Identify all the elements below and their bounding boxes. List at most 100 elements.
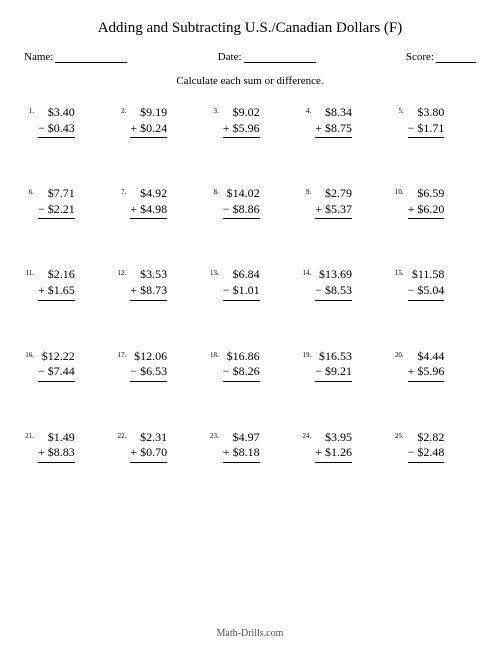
problem-column: $4.97+$8.18 [223, 430, 260, 463]
operand-bottom-row: −$0.43 [38, 121, 75, 139]
problem: 17.$12.06−$6.53 [116, 349, 198, 382]
problem-number: 18. [209, 349, 219, 359]
operand-top: $9.02 [223, 105, 260, 121]
operand-bottom-row: +$8.73 [130, 283, 167, 301]
operand-bottom: $1.65 [48, 283, 75, 299]
operand-bottom-row: +$6.20 [408, 202, 445, 220]
operator: − [408, 283, 415, 299]
problem-number: 8. [209, 186, 219, 196]
operator: − [315, 283, 322, 299]
problem-column: $14.02−$8.86 [223, 186, 260, 219]
operand-top: $12.22 [38, 349, 75, 365]
date-input-line[interactable] [244, 52, 316, 63]
operand-bottom-row: −$8.53 [315, 283, 352, 301]
score-field: Score: [406, 51, 476, 63]
problem: 3. $9.02+$5.96 [209, 105, 291, 138]
operator: − [315, 364, 322, 380]
operand-top: $13.69 [315, 267, 352, 283]
problem: 24.$3.95+$1.26 [301, 430, 383, 463]
operand-top: $2.16 [38, 267, 75, 283]
operand-bottom-row: −$2.21 [38, 202, 75, 220]
operand-bottom: $6.53 [140, 364, 167, 380]
operator: + [130, 445, 137, 461]
operand-bottom-row: +$4.98 [130, 202, 167, 220]
problem-number: 19. [301, 349, 311, 359]
operand-bottom-row: +$8.83 [38, 445, 75, 463]
problem-number: 11. [24, 267, 34, 277]
problem: 16.$12.22−$7.44 [24, 349, 106, 382]
problem-number: 20. [394, 349, 404, 359]
operand-bottom: $8.86 [233, 202, 260, 218]
problem: 5.$3.80−$1.71 [394, 105, 476, 138]
problem-column: $3.95+$1.26 [315, 430, 352, 463]
problem-column: $16.53−$9.21 [315, 349, 352, 382]
operand-top: $2.31 [130, 430, 167, 446]
problem-column: $4.44+$5.96 [408, 349, 445, 382]
problem-number: 9. [301, 186, 311, 196]
operand-bottom-row: +$5.96 [408, 364, 445, 382]
operand-bottom: $5.96 [417, 364, 444, 380]
operand-bottom-row: −$8.26 [223, 364, 260, 382]
problem-column: $8.34+$8.75 [315, 105, 352, 138]
problem-number: 3. [209, 105, 219, 115]
problem-column: $9.19+$0.24 [130, 105, 167, 138]
problem: 4.$8.34+$8.75 [301, 105, 383, 138]
problem-column: $1.49+$8.83 [38, 430, 75, 463]
date-label: Date: [218, 51, 242, 63]
problem-number: 5. [394, 105, 404, 115]
problem: 9.$2.79+$5.37 [301, 186, 383, 219]
operand-bottom: $8.83 [48, 445, 75, 461]
operand-bottom-row: −$9.21 [315, 364, 352, 382]
operator: + [38, 283, 45, 299]
operator: − [223, 202, 230, 218]
score-input-line[interactable] [436, 52, 476, 63]
operand-bottom-row: +$0.70 [130, 445, 167, 463]
operand-bottom-row: +$1.26 [315, 445, 352, 463]
operand-bottom: $8.53 [325, 283, 352, 299]
operand-top: $2.82 [408, 430, 445, 446]
date-field: Date: [218, 51, 316, 63]
operand-bottom: $8.26 [233, 364, 260, 380]
problem: 23. $4.97+$8.18 [209, 430, 291, 463]
problem-column: $2.16+$1.65 [38, 267, 75, 300]
problem: 6.$7.71−$2.21 [24, 186, 106, 219]
page-title: Adding and Subtracting U.S./Canadian Dol… [24, 20, 476, 37]
operator: − [408, 121, 415, 137]
operator: + [315, 121, 322, 137]
operand-bottom: $1.26 [325, 445, 352, 461]
problem: 12.$3.53+$8.73 [116, 267, 198, 300]
operator: + [315, 445, 322, 461]
operator: − [408, 445, 415, 461]
operator: + [315, 202, 322, 218]
problem-number: 1. [24, 105, 34, 115]
operand-top: $16.86 [223, 349, 260, 365]
operand-top: $3.53 [130, 267, 167, 283]
operand-bottom: $0.70 [140, 445, 167, 461]
problem-number: 23. [209, 430, 219, 440]
instruction-text: Calculate each sum or difference. [24, 75, 476, 87]
problem-column: $9.02+$5.96 [223, 105, 260, 138]
problem-column: $12.22−$7.44 [38, 349, 75, 382]
problem-column: $11.58−$5.04 [408, 267, 445, 300]
operand-bottom-row: −$8.86 [223, 202, 260, 220]
operand-bottom: $5.96 [233, 121, 260, 137]
problem-number: 10. [394, 186, 404, 196]
operator: − [223, 283, 230, 299]
operand-top: $6.59 [408, 186, 445, 202]
operand-bottom: $4.98 [140, 202, 167, 218]
problem: 15.$11.58−$5.04 [394, 267, 476, 300]
operator: + [223, 121, 230, 137]
name-input-line[interactable] [55, 52, 127, 63]
problem: 21.$1.49+$8.83 [24, 430, 106, 463]
operator: − [38, 121, 45, 137]
operator: − [130, 364, 137, 380]
operand-top: $7.71 [38, 186, 75, 202]
operand-bottom: $2.21 [48, 202, 75, 218]
operator: + [408, 202, 415, 218]
problem: 11. $2.16+$1.65 [24, 267, 106, 300]
operand-top: $3.40 [38, 105, 75, 121]
header-row: Name: Date: Score: [24, 51, 476, 63]
operand-bottom-row: −$1.01 [223, 283, 260, 301]
operand-top: $4.97 [223, 430, 260, 446]
operator: + [408, 364, 415, 380]
